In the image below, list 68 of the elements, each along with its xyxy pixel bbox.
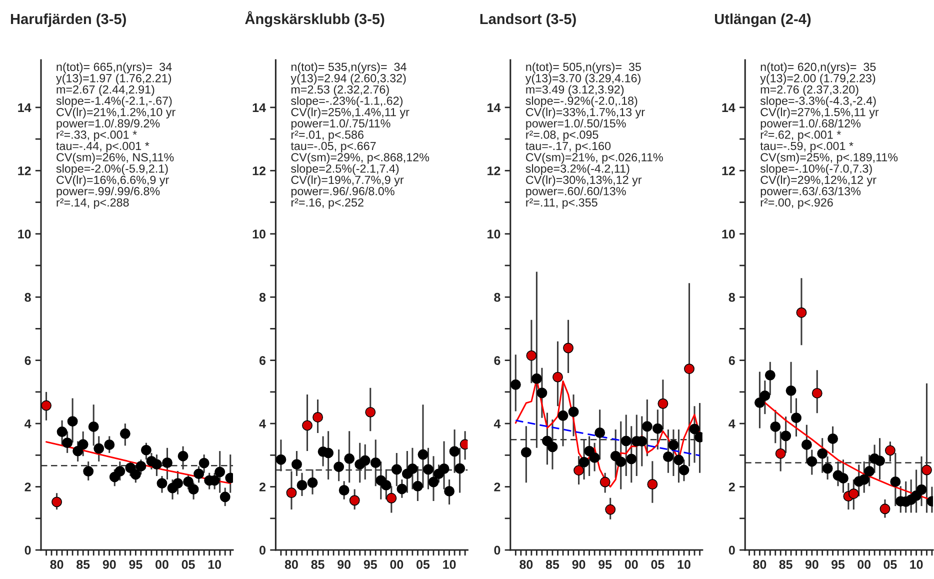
- y-tick-label: 4: [24, 419, 32, 428]
- y-tick-label: 6: [494, 356, 500, 365]
- x-tick-label: 85: [779, 560, 792, 569]
- y-tick-label: 12: [488, 166, 500, 176]
- y-tick-label: 12: [252, 166, 266, 176]
- text: n(tot)= 620,n(yrs)= 35 y(13)=2.00 (1.79,2.23) m=2.76 (2.37,3.20) slope=-3.3%(-4.3,-2.4) CV(lr)=27%,1.5%,11 yr power=1.0/.68/12% r²=.62, p<.001 * tau=-.59, p<.001 * CV(sm)=25%, p<.189,11% slope=-.10%(-7.0,7.3) CV(lr)=29%,12%,12 yr power=.63/.63/13% r²=.00, p<.926: [760, 62, 898, 209]
- y-tick-label: 12: [722, 166, 735, 176]
- y-tick-label: 10: [488, 230, 500, 239]
- y-tick-label: 0: [260, 546, 266, 555]
- text: n(tot)= 505,n(yrs)= 35 y(13)=3.70 (3.29,4.16) m=3.49 (3.12,3.92) slope=-.92%(-2.0,.18) CV(lr)=33%,1.7%,13 yr power=1.0/.50/15% r²=.08, p<.095 tau=-.17, p<.160 CV(sm)=21%, p<.026,11% slope=3.2%(-4.2,11) CV(lr)=30%,13%,12 yr power=.60/.60/13% r²=.11, p<.355: [525, 62, 663, 209]
- y-tick-label: 14: [252, 103, 266, 112]
- x-tick-label: 90: [572, 560, 586, 569]
- y-tick-label: 10: [18, 230, 31, 239]
- x-tick-label: 05: [182, 560, 195, 569]
- y-tick-label: 14: [488, 103, 501, 112]
- x-tick-label: 95: [129, 560, 142, 569]
- y-tick-label: 2: [259, 482, 266, 492]
- x-tick-label: 90: [805, 560, 818, 569]
- y-tick-label: 6: [259, 356, 266, 365]
- y-tick-label: 14: [18, 103, 32, 112]
- x-tick-label: 85: [76, 560, 90, 569]
- x-tick-label: 10: [208, 560, 222, 569]
- y-tick-label: 0: [728, 546, 735, 555]
- y-tick-label: 8: [494, 292, 500, 302]
- x-tick-label: 05: [884, 560, 897, 569]
- y-tick-label: 8: [728, 292, 735, 302]
- chart-title: Utlängan (2-4): [714, 13, 811, 28]
- chart-title: Ångskärsklubb (3-5): [245, 11, 384, 28]
- x-tick-label: 95: [831, 560, 845, 569]
- x-tick-label: 85: [311, 560, 324, 569]
- x-tick-label: 05: [651, 560, 664, 569]
- x-tick-label: 05: [416, 560, 430, 569]
- y-tick-label: 0: [494, 546, 500, 555]
- y-tick-label: 0: [24, 546, 31, 555]
- x-tick-label: 00: [858, 560, 871, 569]
- x-tick-label: 00: [156, 560, 168, 569]
- y-tick-label: 4: [259, 419, 266, 428]
- x-tick-label: 90: [102, 560, 116, 569]
- y-tick-label: 4: [728, 419, 736, 428]
- x-tick-label: 80: [284, 560, 298, 569]
- chart-title: Landsort (3-5): [480, 13, 576, 28]
- y-tick-label: 8: [259, 292, 266, 302]
- y-tick-label: 2: [728, 482, 735, 492]
- x-tick-label: 95: [364, 560, 377, 569]
- y-tick-label: 2: [24, 482, 31, 492]
- y-tick-label: 8: [24, 292, 31, 302]
- x-tick-label: 80: [50, 560, 64, 569]
- x-tick-label: 10: [910, 560, 923, 569]
- y-tick-label: 6: [24, 356, 31, 365]
- x-tick-label: 80: [753, 560, 766, 569]
- x-tick-label: 00: [624, 560, 638, 569]
- x-tick-label: 95: [598, 560, 612, 569]
- y-tick-label: 14: [722, 103, 736, 112]
- y-tick-label: 4: [494, 419, 501, 428]
- x-tick-label: 00: [390, 560, 404, 569]
- x-tick-label: 85: [546, 560, 560, 569]
- chart-title: Harufjärden (3-5): [10, 13, 126, 28]
- x-tick-label: 10: [443, 560, 456, 569]
- y-tick-label: 12: [18, 166, 31, 176]
- y-tick-label: 6: [728, 356, 735, 365]
- y-tick-label: 10: [252, 230, 266, 239]
- x-tick-label: 90: [338, 560, 351, 569]
- y-tick-label: 10: [722, 230, 735, 239]
- x-tick-label: 10: [678, 560, 690, 569]
- text: n(tot)= 665,n(yrs)= 34 y(13)=1.97 (1.76,2.21) m=2.67 (2.44,2.91) slope=-1.4%(-2.1,-.67) CV(lr)=21%,1.2%,10 yr power=1.0/.89/9.2% r²=.33, p<.001 * tau=-.44, p<.001 * CV(sm)=26%, NS,11% slope=-2.0%(-5.9,2.1) CV(lr)=16%,6.6%,9 yr power=.99/.99/6.8% r²=.14, p<.288: [56, 62, 176, 209]
- text: n(tot)= 535,n(yrs)= 34 y(13)=2.94 (2.60,3.32) m=2.53 (2.32,2.76) slope=-.23%(-1.1,.62) CV(lr)=25%,1.4%,11 yr power=1.0/.75/11% r²=.01, p<.586 tau=-.05, p<.667 CV(sm)=29%, p<.868,12% slope=2.5%(-2.1,7.4) CV(lr)=19%,7.7%,9 yr power=.96/.96/8.0% r²=.16, p<.252: [290, 62, 430, 209]
- y-tick-label: 2: [494, 482, 500, 492]
- x-tick-label: 80: [520, 560, 533, 569]
